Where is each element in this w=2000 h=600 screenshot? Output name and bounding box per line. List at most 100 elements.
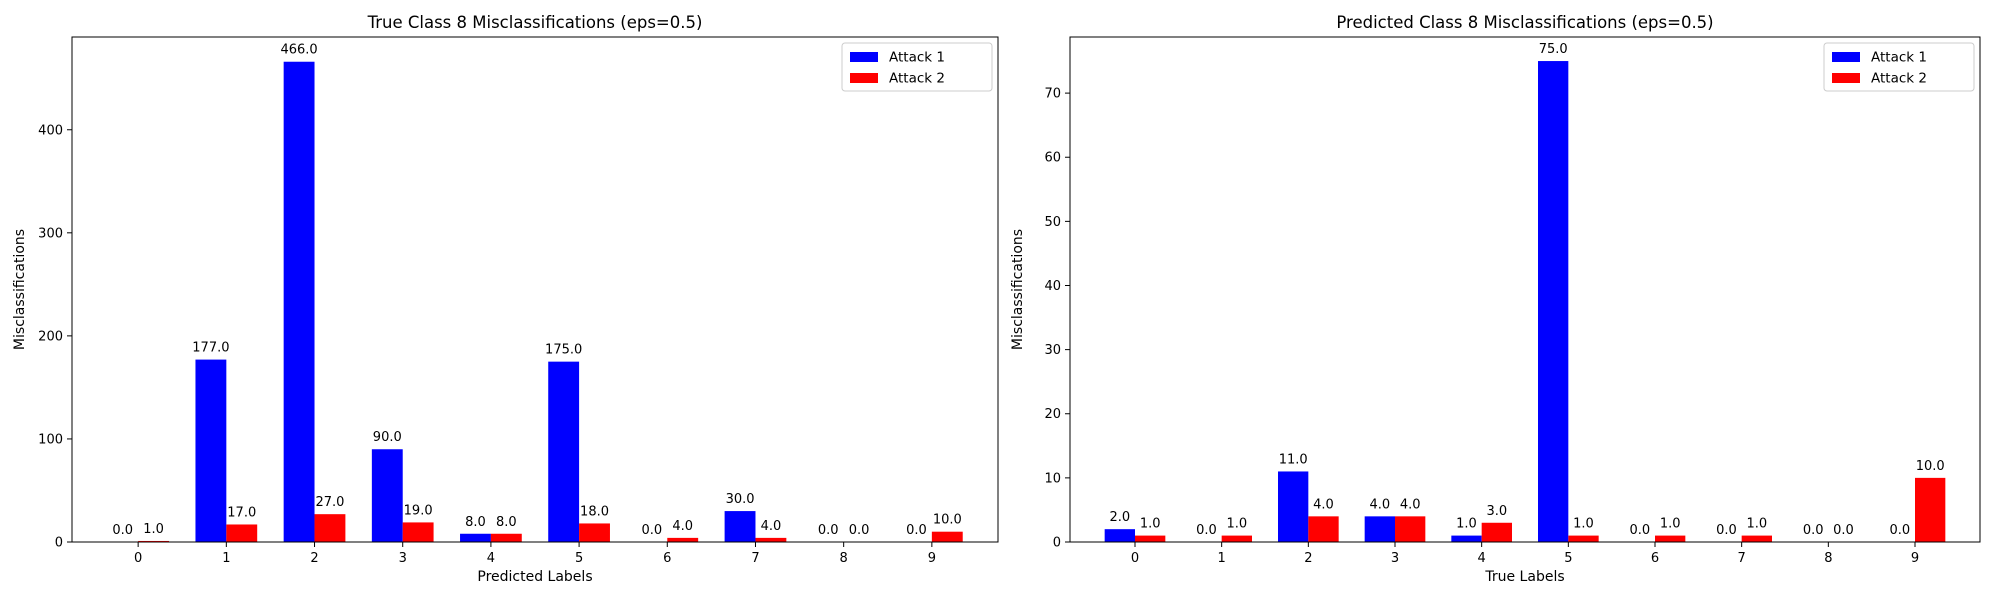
data-label: 0.0 — [642, 523, 663, 538]
chart-panel-2: 2.00.011.04.01.075.00.0 0.0 0.0 0.01.0 1.04.… — [1010, 13, 1981, 585]
data-label: 0.0 — [818, 523, 839, 538]
x-tick-label: 6 — [1651, 551, 1659, 566]
y-tick-label: 30 — [1044, 343, 1061, 358]
y-tick-label: 10 — [1044, 471, 1061, 486]
bar-attack1-2 — [283, 61, 315, 543]
bar-attack1-0 — [1104, 529, 1135, 542]
data-label: 466.0 — [280, 43, 317, 58]
data-label: 19.0 — [404, 503, 433, 518]
data-label: 175.0 — [545, 343, 582, 358]
plot-frame — [71, 36, 999, 543]
data-label: 0.0 — [112, 523, 133, 538]
x-tick-label: 8 — [1824, 551, 1832, 566]
legend-box — [841, 42, 993, 92]
legend-swatch-1 — [850, 52, 878, 62]
bar-attack1-4 — [1451, 535, 1482, 542]
x-tick-label: 7 — [751, 551, 759, 566]
x-tick-label: 0 — [134, 551, 142, 566]
y-tick-label: 0 — [1053, 536, 1061, 551]
x-axis-label: Predicted Labels — [477, 569, 592, 585]
x-tick-label: 0 — [1131, 551, 1139, 566]
bar-attack2-7 — [1741, 535, 1772, 542]
data-label: 1.0 — [143, 522, 164, 537]
data-label: 0.0 — [906, 523, 927, 538]
data-label: 1.0 — [1456, 517, 1477, 532]
bar-attack2-7 — [755, 537, 787, 542]
bar-attack1-5 — [1538, 61, 1569, 543]
y-tick-label: 60 — [1044, 151, 1061, 166]
bar-attack2-2 — [314, 514, 346, 542]
bar-attack2-1 — [1221, 535, 1252, 542]
bar-attack1-7 — [724, 511, 756, 542]
bar-attack2-6 — [667, 537, 699, 542]
data-label: 0.0 — [849, 523, 870, 538]
bar-attack1-3 — [371, 449, 403, 542]
data-label: 18.0 — [580, 504, 609, 519]
data-label: 75.0 — [1539, 42, 1568, 57]
y-axis-label: Misclassifications — [12, 229, 28, 350]
data-label: 177.0 — [192, 341, 229, 356]
legend-label-1: Attack 1 — [1871, 50, 1927, 66]
x-tick-label: 9 — [1911, 551, 1919, 566]
bar-attack2-2 — [1308, 516, 1339, 542]
y-tick-label: 20 — [1044, 407, 1061, 422]
bar-attack2-0 — [1135, 535, 1166, 542]
data-label: 0.0 — [1803, 523, 1824, 538]
legend-label-1: Attack 1 — [889, 50, 945, 66]
data-label: 4.0 — [761, 519, 782, 534]
legend-swatch-2 — [850, 73, 878, 83]
y-tick-label: 200 — [38, 329, 63, 344]
data-label: 0.0 — [1833, 523, 1854, 538]
data-label: 8.0 — [496, 515, 517, 530]
legend-box — [1823, 42, 1975, 92]
x-tick-label: 1 — [1218, 551, 1226, 566]
data-label: 0.0 — [1629, 523, 1650, 538]
x-tick-label: 6 — [663, 551, 671, 566]
legend-swatch-2 — [1832, 73, 1860, 83]
bar-attack2-3 — [1395, 516, 1426, 542]
bar-attack2-5 — [1568, 535, 1599, 542]
bar-attack2-0 — [138, 540, 170, 542]
legend-label-2: Attack 2 — [889, 71, 945, 87]
data-label: 4.0 — [1313, 497, 1334, 512]
x-tick-label: 7 — [1738, 551, 1746, 566]
data-label: 3.0 — [1486, 504, 1507, 519]
bar-attack2-9 — [931, 531, 963, 542]
y-tick-label: 300 — [38, 226, 63, 241]
data-label: 4.0 — [672, 519, 693, 534]
data-label: 8.0 — [465, 515, 486, 530]
y-tick-label: 70 — [1044, 87, 1061, 102]
bar-attack2-1 — [226, 524, 258, 542]
data-label: 1.0 — [1140, 517, 1161, 532]
x-tick-label: 3 — [1391, 551, 1399, 566]
y-tick-label: 40 — [1044, 279, 1061, 294]
y-tick-label: 0 — [55, 536, 63, 551]
chart-title: Predicted Class 8 Misclassifications (ep… — [1336, 13, 1713, 32]
bar-attack2-3 — [402, 522, 434, 542]
legend: Attack 1 Attack 2 — [841, 42, 993, 92]
x-tick-label: 2 — [310, 551, 318, 566]
legend-label-2: Attack 2 — [1871, 71, 1927, 87]
data-label: 1.0 — [1746, 517, 1767, 532]
x-tick-label: 4 — [487, 551, 495, 566]
x-tick-label: 5 — [575, 551, 583, 566]
bar-attack1-3 — [1364, 516, 1395, 542]
y-tick-label: 100 — [38, 432, 63, 447]
bar-attack2-5 — [579, 523, 610, 542]
data-label: 30.0 — [726, 492, 755, 507]
data-label: 0.0 — [1196, 523, 1217, 538]
data-label: 1.0 — [1573, 517, 1594, 532]
data-label: 4.0 — [1369, 497, 1390, 512]
y-tick-label: 400 — [38, 123, 63, 138]
data-label: 27.0 — [315, 495, 344, 510]
y-tick-label: 50 — [1044, 215, 1061, 230]
x-tick-label: 8 — [840, 551, 848, 566]
x-tick-label: 5 — [1564, 551, 1572, 566]
data-label: 0.0 — [1716, 523, 1737, 538]
x-tick-label: 4 — [1478, 551, 1486, 566]
plot-frame — [1069, 36, 1981, 543]
bar-attack2-6 — [1655, 535, 1686, 542]
chart-title: True Class 8 Misclassifications (eps=0.5… — [367, 13, 703, 32]
